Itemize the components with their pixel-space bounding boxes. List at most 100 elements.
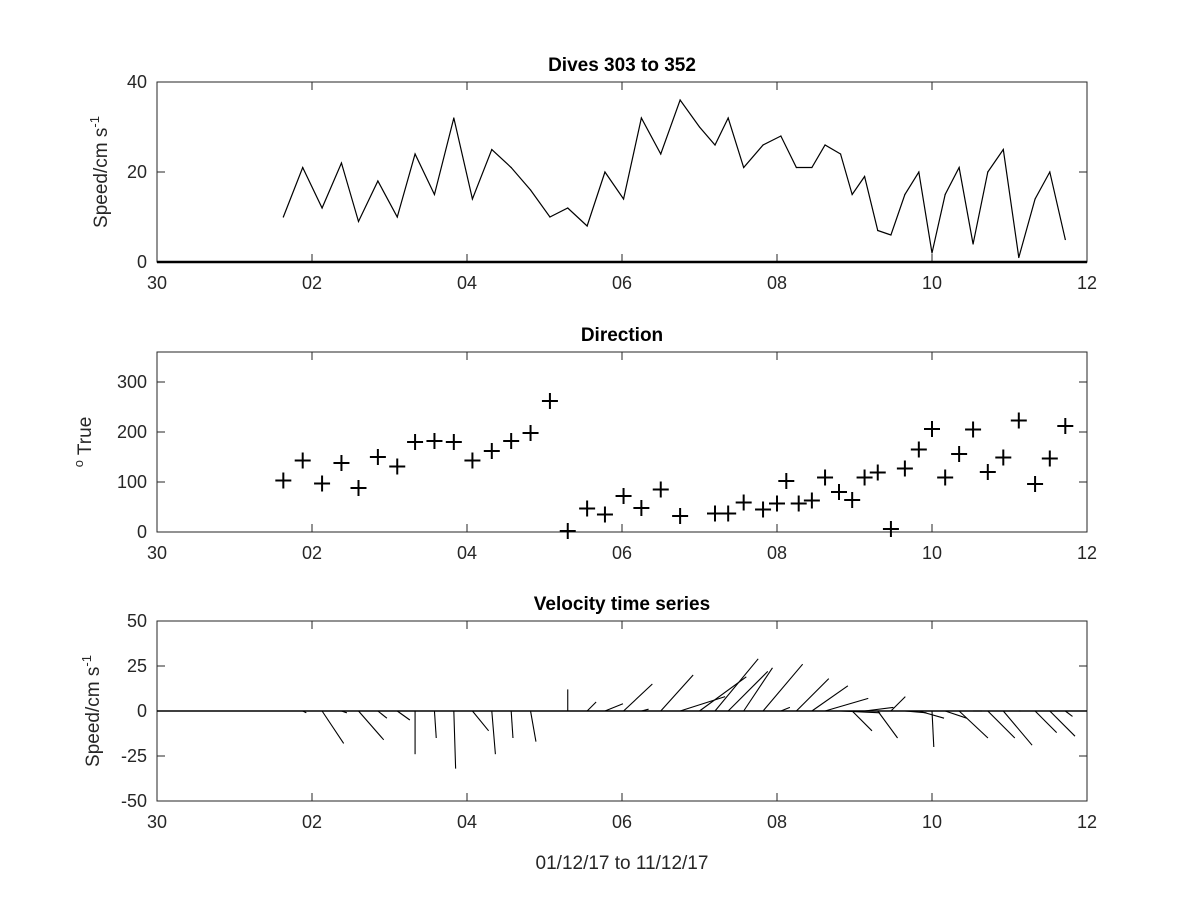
direction-point xyxy=(803,492,820,509)
velocity-stick xyxy=(586,701,597,712)
velocity-stick xyxy=(623,683,653,712)
velocity-stick xyxy=(877,710,898,739)
velocity-x-tick-label: 30 xyxy=(147,812,167,832)
speed-point xyxy=(622,198,625,200)
speed-point xyxy=(586,225,588,227)
speed-point xyxy=(1002,148,1004,151)
direction-x-tick-label: 06 xyxy=(612,543,632,563)
direction-panel-title: Direction xyxy=(581,325,663,346)
speed-point xyxy=(987,171,989,173)
direction-point xyxy=(596,506,613,523)
speed-point xyxy=(679,99,681,101)
velocity-x-ticks: 30 02 04 06 08 10 12 xyxy=(147,621,1097,832)
velocity-y-tick-label: -25 xyxy=(121,746,147,766)
speed-x-tick-label: 30 xyxy=(147,273,167,293)
velocity-stick xyxy=(321,710,345,744)
direction-point xyxy=(965,421,982,438)
velocity-stick xyxy=(958,710,989,739)
speed-point xyxy=(743,166,745,169)
speed-point xyxy=(877,229,879,232)
velocity-stick xyxy=(945,710,967,719)
velocity-stick xyxy=(987,710,1016,739)
velocity-series xyxy=(157,658,1087,769)
speed-point xyxy=(811,166,813,169)
velocity-x-tick-label: 04 xyxy=(457,812,477,832)
speed-panel: Dives 303 to 352 Speed/cm s-1 30 02 04 06 08… xyxy=(87,55,1097,293)
velocity-x-tick-label: 08 xyxy=(767,812,787,832)
velocity-stick xyxy=(396,710,411,721)
velocity-stick xyxy=(918,710,945,719)
velocity-y-ticks: -50 -25 0 25 50 xyxy=(121,611,1087,811)
direction-point xyxy=(464,452,481,469)
speed-y-axis-label: Speed/cm s-1 xyxy=(87,116,112,228)
direction-x-tick-label: 10 xyxy=(922,543,942,563)
velocity-stick xyxy=(811,685,849,712)
speed-point xyxy=(714,144,716,146)
velocity-stick xyxy=(1002,710,1033,746)
speed-point xyxy=(340,162,343,164)
velocity-stick xyxy=(510,710,514,739)
direction-y-tick-label: 200 xyxy=(117,422,147,442)
speed-point xyxy=(396,216,398,218)
speed-point xyxy=(839,153,842,155)
direction-point xyxy=(426,433,443,449)
direction-x-tick-label: 12 xyxy=(1077,543,1097,563)
direction-point xyxy=(995,449,1012,466)
speed-point xyxy=(762,144,764,146)
velocity-y-axis-label-exponent: -1 xyxy=(79,655,94,667)
direction-point xyxy=(1027,476,1044,492)
velocity-stick xyxy=(604,703,624,712)
speed-point xyxy=(851,193,853,196)
direction-point xyxy=(275,472,292,489)
speed-point xyxy=(958,166,960,169)
direction-point xyxy=(445,434,462,450)
direction-point xyxy=(937,469,954,486)
direction-y-tick-label: 100 xyxy=(117,472,147,492)
velocity-x-tick-label: 12 xyxy=(1077,812,1097,832)
speed-point xyxy=(1018,256,1020,259)
speed-y-axis-label-exponent: -1 xyxy=(87,116,102,128)
speed-panel-title: Dives 303 to 352 xyxy=(548,55,696,76)
direction-axes-frame xyxy=(156,351,1088,533)
direction-point xyxy=(951,446,968,462)
speed-point xyxy=(780,135,782,137)
direction-panel: Direction o True 30 02 04 06 08 10 12 01002003… xyxy=(71,325,1097,563)
speed-point xyxy=(433,193,436,196)
velocity-stick xyxy=(1049,710,1076,737)
direction-point xyxy=(790,495,807,512)
speed-y-axis-label-text: Speed/cm s xyxy=(91,128,112,228)
direction-point xyxy=(672,508,689,524)
velocity-stick xyxy=(727,671,769,712)
direction-point xyxy=(503,433,520,449)
direction-point xyxy=(910,441,927,458)
speed-point xyxy=(604,171,606,173)
speed-x-tick-label: 12 xyxy=(1077,273,1097,293)
direction-point xyxy=(314,475,331,492)
direction-point xyxy=(778,473,795,489)
velocity-stick xyxy=(377,710,388,719)
velocity-stick xyxy=(840,710,881,714)
direction-point xyxy=(350,480,367,496)
direction-point xyxy=(369,449,386,465)
speed-y-ticks: 0 20 40 xyxy=(127,72,1087,272)
speed-point xyxy=(491,148,493,151)
speed-point xyxy=(357,220,360,223)
direction-point xyxy=(1010,412,1027,429)
direction-y-tick-label: 300 xyxy=(117,372,147,392)
velocity-stick xyxy=(530,710,537,742)
direction-point xyxy=(1057,418,1074,434)
velocity-stick xyxy=(491,710,496,755)
speed-point xyxy=(698,126,701,128)
speed-point xyxy=(824,144,826,146)
velocity-y-axis-label-text: Speed/cm s xyxy=(83,667,104,767)
direction-x-tick-label: 02 xyxy=(302,543,322,563)
direction-point xyxy=(844,492,861,508)
speed-point xyxy=(414,153,416,155)
speed-point xyxy=(660,153,662,155)
velocity-stick xyxy=(931,710,935,748)
speed-point xyxy=(567,207,569,209)
direction-point xyxy=(856,469,873,486)
velocity-stick xyxy=(1034,710,1058,733)
direction-point xyxy=(294,452,311,469)
speed-point xyxy=(972,243,974,245)
